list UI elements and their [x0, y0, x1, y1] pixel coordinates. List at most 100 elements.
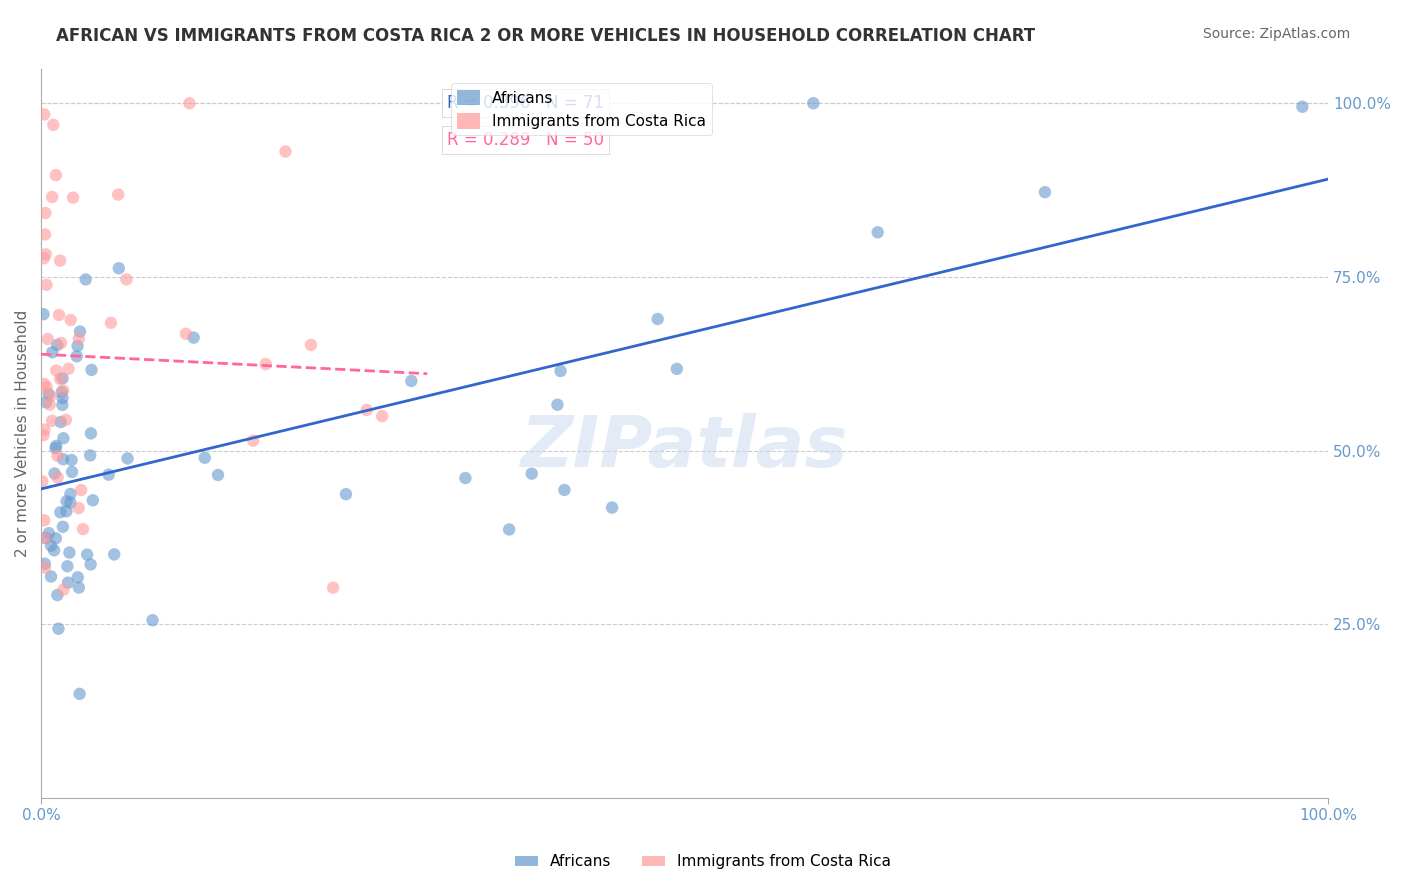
Point	[34, 423, 56, 437]
Point	[1291, 100, 1313, 114]
Point	[79, 558, 101, 572]
Point	[51, 391, 73, 405]
Point	[48, 622, 70, 636]
Point	[1033, 185, 1056, 199]
Point	[49, 336, 72, 351]
Point	[45, 531, 67, 545]
Point	[45, 168, 67, 182]
Text: Source: ZipAtlas.com: Source: ZipAtlas.com	[1202, 27, 1350, 41]
Point	[58, 361, 80, 376]
Point	[32, 376, 55, 391]
Legend: Africans, Immigrants from Costa Rica: Africans, Immigrants from Costa Rica	[509, 848, 897, 875]
Point	[34, 531, 56, 545]
Point	[207, 467, 229, 482]
Point	[242, 434, 264, 448]
Point	[141, 613, 163, 627]
Point	[76, 548, 98, 562]
Point	[45, 363, 67, 377]
Point	[38, 526, 60, 541]
Point	[52, 452, 75, 467]
Point	[665, 362, 688, 376]
Point	[67, 581, 90, 595]
Point	[322, 581, 344, 595]
Point	[117, 451, 139, 466]
Point	[48, 308, 70, 322]
Point	[371, 409, 394, 423]
Point	[56, 559, 79, 574]
Point	[553, 483, 575, 497]
Point	[35, 531, 58, 545]
Point	[546, 398, 568, 412]
Point	[183, 330, 205, 344]
Point	[35, 277, 58, 292]
Point	[32, 513, 55, 527]
Text: AFRICAN VS IMMIGRANTS FROM COSTA RICA 2 OR MORE VEHICLES IN HOUSEHOLD CORRELATIO: AFRICAN VS IMMIGRANTS FROM COSTA RICA 2 …	[56, 27, 1035, 45]
Point	[82, 493, 104, 508]
Point	[31, 475, 53, 489]
Point	[34, 557, 56, 571]
Point	[34, 206, 56, 220]
Point	[34, 227, 56, 242]
Point	[60, 453, 83, 467]
Point	[103, 548, 125, 562]
Point	[79, 449, 101, 463]
Point	[49, 415, 72, 429]
Point	[55, 413, 77, 427]
Point	[60, 465, 83, 479]
Point	[45, 441, 67, 455]
Point	[41, 190, 63, 204]
Point	[80, 426, 103, 441]
Point	[32, 251, 55, 265]
Point	[69, 325, 91, 339]
Point	[66, 570, 89, 584]
Point	[49, 253, 72, 268]
Y-axis label: 2 or more Vehicles in Household: 2 or more Vehicles in Household	[15, 310, 30, 557]
Point	[49, 505, 72, 519]
Point	[299, 338, 322, 352]
Point	[100, 316, 122, 330]
Point	[174, 326, 197, 341]
Point	[32, 107, 55, 121]
Point	[38, 387, 60, 401]
Point	[254, 357, 277, 371]
Point	[274, 145, 297, 159]
Point	[38, 398, 60, 412]
Point	[59, 313, 82, 327]
Point	[194, 450, 217, 465]
Point	[66, 339, 89, 353]
Point	[356, 403, 378, 417]
Point	[39, 389, 62, 403]
Point	[44, 467, 66, 481]
Point	[550, 364, 572, 378]
Point	[67, 332, 90, 346]
Point	[58, 545, 80, 559]
Point	[75, 272, 97, 286]
Point	[32, 428, 55, 442]
Point	[520, 467, 543, 481]
Point	[454, 471, 477, 485]
Point	[801, 96, 824, 111]
Point	[52, 520, 75, 534]
Point	[70, 483, 93, 497]
Point	[52, 431, 75, 445]
Point	[600, 500, 623, 515]
Point	[59, 487, 82, 501]
Point	[62, 191, 84, 205]
Point	[42, 118, 65, 132]
Point	[51, 398, 73, 412]
Point	[46, 470, 69, 484]
Point	[52, 582, 75, 597]
Point	[49, 372, 72, 386]
Point	[41, 414, 63, 428]
Point	[46, 449, 69, 463]
Point	[401, 374, 423, 388]
Legend: Africans, Immigrants from Costa Rica: Africans, Immigrants from Costa Rica	[451, 84, 713, 136]
Point	[107, 187, 129, 202]
Point	[37, 332, 59, 346]
Point	[115, 272, 138, 286]
Text: R = 0.396   N = 71: R = 0.396 N = 71	[447, 94, 603, 112]
Point	[55, 494, 77, 508]
Point	[35, 395, 58, 409]
Point	[59, 496, 82, 510]
Point	[32, 307, 55, 321]
